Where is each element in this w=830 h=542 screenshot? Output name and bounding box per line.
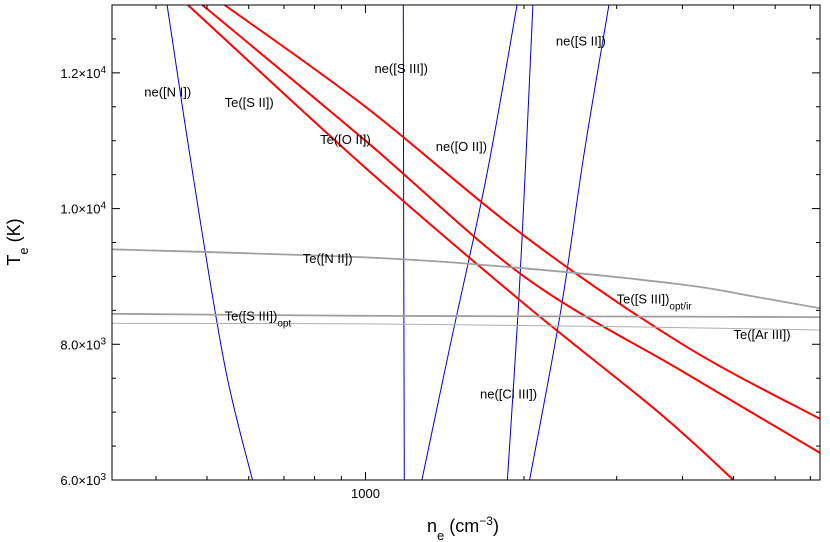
series-line-density-3 — [506, 5, 534, 480]
series-line-temperature-7 — [224, 5, 820, 420]
y-axis-title: Te (K) — [4, 218, 31, 265]
ticks-layer: 6.0×103 8.0×103 1.0×104 1.2×104 1000 — [60, 4, 820, 501]
y-tick-label: 8.0×103 — [60, 336, 106, 353]
curve-labels-layer: ne([N I]) Te([S II]) Te([O II]) ne([S III])… — [144, 34, 790, 402]
curve-label: Te([Ar III]) — [733, 327, 790, 342]
x-axis-title: ne (cm−3) — [427, 514, 499, 542]
y-tick-label: 6.0×103 — [60, 472, 106, 489]
series-line-density-4 — [529, 5, 610, 480]
series-line-density-0 — [166, 5, 253, 480]
x-tick-label: 1000 — [351, 486, 380, 501]
y-tick-label: 1.0×104 — [60, 200, 106, 217]
curve-label: ne([S III]) — [374, 61, 427, 76]
series-line-temperature-5 — [187, 5, 735, 480]
curve-label: ne([Cl III]) — [480, 387, 537, 402]
series-line-density-1 — [402, 5, 405, 480]
curve-label: Te([S III])opt — [225, 309, 292, 330]
series-line-density-2 — [421, 5, 518, 480]
curve-label: Te([O II]) — [320, 132, 371, 147]
y-tick-label: 1.2×104 — [60, 64, 106, 81]
plot-frame — [111, 4, 821, 481]
curve-label: ne([S II]) — [556, 34, 606, 49]
curve-label: ne([O II]) — [436, 139, 487, 154]
series-line-temperature-10 — [112, 322, 820, 331]
curve-label: Te([S II]) — [225, 95, 274, 110]
curve-label: Te([N II]) — [303, 251, 353, 266]
series-line-temperature-9 — [112, 312, 820, 318]
curve-label: ne([N I]) — [144, 85, 191, 100]
series-line-temperature-8 — [112, 248, 820, 310]
curves-layer — [112, 5, 820, 480]
series-line-temperature-6 — [201, 5, 820, 454]
curve-label: Te([S III])opt/ir — [617, 292, 693, 313]
